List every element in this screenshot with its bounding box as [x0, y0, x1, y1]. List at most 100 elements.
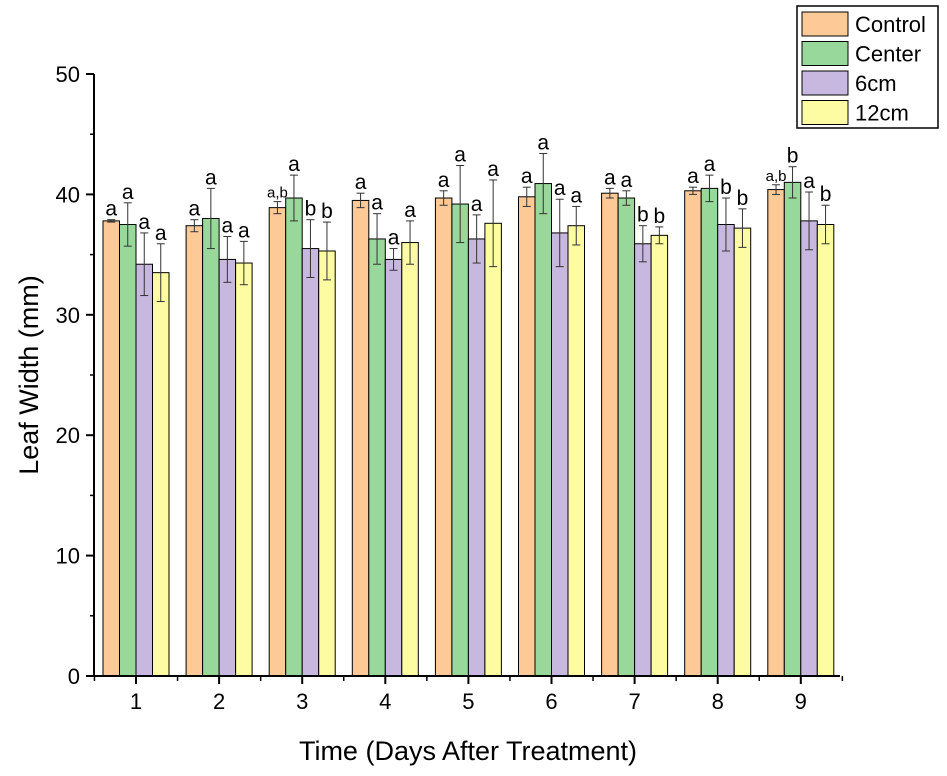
bar-12cm-day-1 [152, 272, 170, 677]
significance-label-Control-day-9: a,b [766, 168, 787, 185]
significance-label-12cm-day-2: a [238, 219, 250, 242]
bar-6cm-day-2 [218, 258, 237, 677]
bar-6cm-day-1 [135, 263, 153, 677]
significance-label-Control-day-2: a [189, 198, 201, 221]
significance-label-12cm-day-3: b [321, 200, 333, 223]
significance-label-12cm-day-5: a [487, 158, 499, 181]
x-tick-label-4: 4 [379, 689, 391, 714]
bar-12cm-day-6 [567, 225, 585, 677]
bar-Control-day-6 [518, 196, 536, 677]
significance-label-6cm-day-9: a [803, 170, 815, 193]
x-tick-label-8: 8 [712, 689, 724, 714]
bar-Center-day-9 [783, 181, 802, 677]
x-tick-label-3: 3 [296, 689, 308, 714]
significance-label-Control-day-5: a [438, 169, 450, 192]
axes: 0 10 20 30 40 50 1 2 3 4 5 6 7 8 9 [56, 62, 844, 714]
x-tick-label-2: 2 [213, 689, 225, 714]
significance-label-Control-day-1: a [105, 198, 117, 221]
significance-label-6cm-day-2: a [222, 215, 234, 238]
bar-Center-day-5 [451, 203, 469, 677]
significance-label-6cm-day-7: b [637, 204, 649, 227]
significance-label-Center-day-5: a [454, 144, 466, 167]
legend-label-Control: Control [855, 12, 926, 37]
bar-Control-day-8 [684, 190, 702, 677]
bar-Center-day-4 [368, 238, 386, 677]
bar-6cm-day-9 [800, 220, 818, 677]
y-tick-label-20: 20 [56, 423, 80, 448]
bars-layer [102, 181, 835, 677]
bar-12cm-day-7 [650, 234, 669, 677]
bar-12cm-day-4 [401, 242, 419, 677]
bar-Center-day-8 [700, 187, 719, 677]
significance-label-12cm-day-6: a [570, 184, 582, 207]
bar-Control-day-7 [601, 192, 619, 677]
legend-swatch-Control [801, 11, 849, 37]
significance-label-12cm-day-9: b [820, 183, 832, 206]
bar-Control-day-4 [351, 199, 370, 677]
bar-12cm-day-5 [484, 222, 502, 677]
legend-label-6cm: 6cm [855, 71, 897, 96]
x-tick-label-5: 5 [462, 689, 474, 714]
significance-label-12cm-day-7: b [654, 205, 666, 228]
bar-Control-day-2 [185, 225, 204, 677]
significance-label-Control-day-7: a [604, 166, 616, 189]
significance-label-12cm-day-1: a [155, 222, 167, 245]
significance-label-6cm-day-3: b [305, 198, 317, 221]
y-axis-title: Leaf Width (mm) [14, 275, 44, 475]
bar-12cm-day-8 [733, 227, 752, 677]
significance-label-Control-day-4: a [355, 171, 367, 194]
y-tick-label-10: 10 [56, 544, 80, 569]
significance-label-Center-day-1: a [122, 181, 134, 204]
legend-label-Center: Center [855, 42, 921, 67]
bar-Center-day-2 [202, 217, 220, 677]
bar-6cm-day-7 [634, 243, 652, 677]
error-bars-layer [107, 152, 830, 303]
significance-label-Center-day-4: a [371, 192, 383, 215]
y-tick-label-30: 30 [56, 303, 80, 328]
significance-label-6cm-day-8: b [720, 176, 732, 199]
bar-12cm-day-2 [235, 262, 253, 677]
y-tick-label-50: 50 [56, 62, 80, 87]
significance-label-Center-day-8: a [704, 153, 716, 176]
legend-swatch-Center [801, 41, 849, 66]
significance-label-Control-day-6: a [521, 165, 533, 188]
bar-6cm-day-3 [301, 248, 320, 677]
significance-label-Center-day-2: a [205, 166, 217, 189]
significance-label-12cm-day-8: b [737, 187, 749, 210]
legend-swatch-6cm [801, 70, 849, 96]
bar-Center-day-6 [534, 183, 552, 677]
y-tick-label-40: 40 [56, 182, 80, 207]
bar-Control-day-5 [434, 197, 453, 677]
y-tick-label-0: 0 [68, 664, 80, 689]
bar-6cm-day-8 [717, 224, 735, 677]
x-tick-label-7: 7 [628, 689, 640, 714]
significance-label-6cm-day-4: a [388, 227, 400, 250]
bar-Center-day-7 [617, 197, 636, 677]
bar-12cm-day-3 [318, 250, 336, 677]
bar-12cm-day-9 [816, 224, 835, 677]
bar-Control-day-1 [102, 220, 120, 677]
bar-Center-day-3 [285, 197, 303, 677]
significance-label-Center-day-9: b [787, 145, 799, 168]
legend: Control Center 6cm 12cm [796, 5, 939, 129]
significance-label-12cm-day-4: a [404, 199, 416, 222]
significance-label-Center-day-6: a [537, 131, 549, 154]
legend-label-12cm: 12cm [855, 101, 909, 126]
x-tick-label-9: 9 [795, 689, 807, 714]
significance-label-Control-day-3: a,b [267, 185, 288, 202]
x-tick-label-6: 6 [545, 689, 557, 714]
bar-Control-day-3 [268, 207, 287, 677]
bar-6cm-day-4 [384, 258, 403, 677]
bar-Control-day-9 [767, 189, 785, 677]
x-axis-title: Time (Days After Treatment) [299, 736, 637, 766]
significance-label-Control-day-8: a [687, 165, 699, 188]
x-tick-label-1: 1 [130, 689, 142, 714]
bar-6cm-day-6 [551, 232, 569, 677]
significance-label-6cm-day-6: a [554, 177, 566, 200]
significance-label-6cm-day-1: a [138, 211, 150, 234]
bar-6cm-day-5 [467, 238, 486, 677]
significance-label-Center-day-3: a [288, 153, 300, 176]
bar-Center-day-1 [119, 224, 137, 677]
